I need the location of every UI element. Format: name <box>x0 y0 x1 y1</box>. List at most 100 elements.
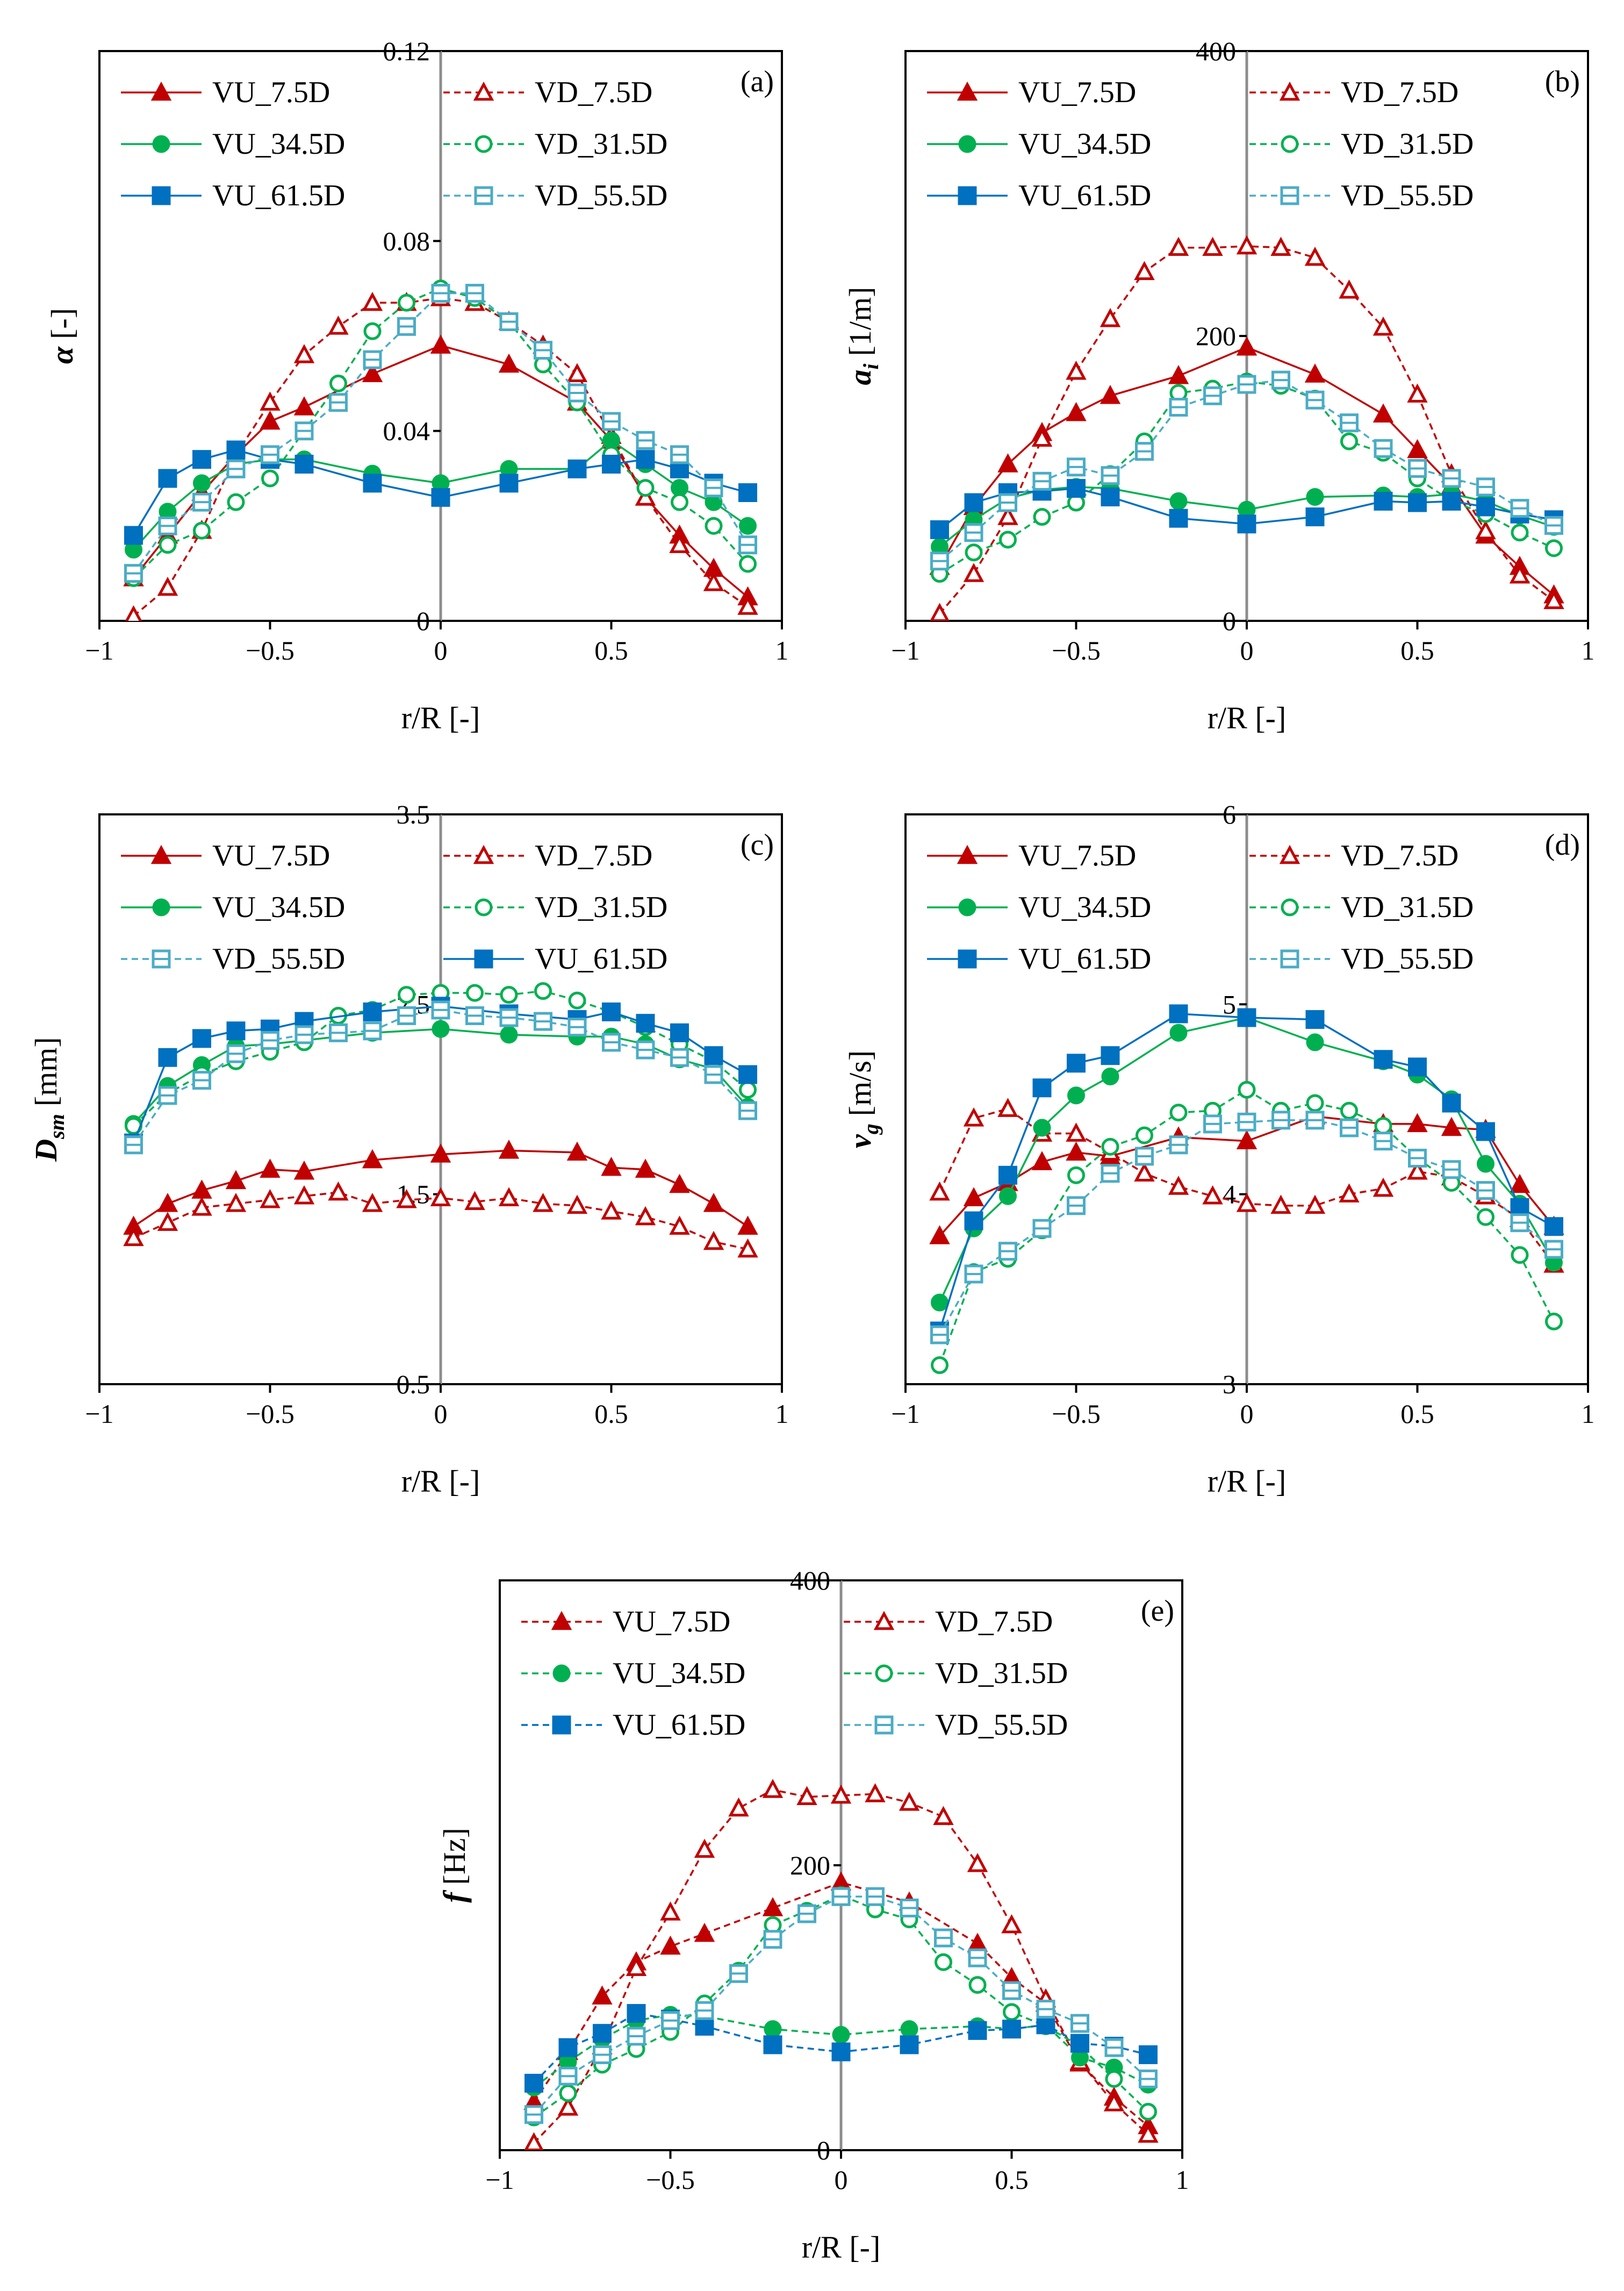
point-vd-55-5d-c-1 <box>158 1086 177 1105</box>
point-vu-34-5d-a-2 <box>193 474 211 492</box>
legend-label-vu-7-5d-c: VU_7.5D <box>212 839 330 872</box>
legend-marker-vu-34-5d-a <box>152 135 170 153</box>
series-vd-31-5d-d <box>931 1080 1563 1374</box>
point-vd-55-5d-d-13 <box>1374 1132 1393 1151</box>
point-vd-55-5d-d-16 <box>1476 1181 1495 1200</box>
point-vd-55-5d-a-18 <box>738 535 757 555</box>
point-vu-61-5d-e-11-box <box>1036 2015 1055 2035</box>
point-vd-31-5d-c-12 <box>534 982 552 1000</box>
point-vd-31-5d-a-17 <box>705 517 723 535</box>
xtick-label-a-0: −1 <box>85 635 113 665</box>
point-vu-34-5d-b-6 <box>1169 492 1188 510</box>
legend-label-vd-7-5d-d: VD_7.5D <box>1341 839 1458 872</box>
point-vd-55-5d-e-7 <box>763 1930 782 1949</box>
point-vd-55-5d-d-18 <box>1544 1240 1563 1259</box>
point-vu-7-5d-b-2 <box>997 453 1018 472</box>
legend-label-vd-55-5d-e: VD_55.5D <box>935 1708 1068 1742</box>
point-vd-31-5d-a-3 <box>227 493 245 511</box>
point-vd-31-5d-d-16 <box>1477 1208 1494 1226</box>
point-vd-31-5d-e-13 <box>968 1976 987 1994</box>
point-vd-31-5d-e-17 <box>1105 2070 1123 2088</box>
point-vd-55-5d-c-3 <box>226 1044 246 1063</box>
point-vu-61-5d-d-4-box <box>1067 1054 1086 1073</box>
point-vd-55-5d-a-13 <box>567 383 587 403</box>
point-vd-55-5d-d-3 <box>1032 1219 1052 1238</box>
point-vu-61-5d-a-5-box <box>294 455 314 474</box>
point-vu-61-5d-b-12 <box>1476 497 1495 517</box>
point-vd-7-5d-c-17 <box>703 1230 724 1250</box>
legend-label-vu-7-5d-b: VU_7.5D <box>1018 76 1136 109</box>
point-vd-7-5d-a-1 <box>157 576 178 596</box>
point-vu-61-5d-a-0-box <box>124 526 143 545</box>
point-vd-7-5d-d-11 <box>1304 1194 1326 1214</box>
point-vd-55-5d-a-6 <box>329 393 348 412</box>
legend-item-vd-55-5d-a: VD_55.5D <box>443 179 667 212</box>
point-vd-7-5d-d-0 <box>929 1181 950 1201</box>
point-vu-61-5d-e-7 <box>831 2042 851 2061</box>
legend-label-vd-55-5d-c: VD_55.5D <box>212 942 345 976</box>
point-vu-7-5d-c-8 <box>498 1140 520 1159</box>
point-vd-31-5d-d-7 <box>1169 1104 1188 1122</box>
point-vd-7-5d-c-15 <box>635 1206 656 1226</box>
ylabel-symbol-e: f <box>437 1889 472 1903</box>
point-vd-55-5d-c-8 <box>397 1006 416 1026</box>
point-vu-61-5d-c-11-box <box>636 1014 655 1033</box>
point-vd-55-5d-b-13 <box>1374 439 1393 458</box>
point-vu-61-5d-a-11 <box>636 450 655 469</box>
point-vu-61-5d-e-1 <box>558 2038 578 2057</box>
point-vd-55-5d-b-0 <box>930 552 949 571</box>
point-vd-55-5d-b-7 <box>1169 398 1188 417</box>
ytick-label-a-0: 0 <box>416 606 430 636</box>
point-vu-34-5d-d-8 <box>1306 1033 1324 1051</box>
ytick-label-d-1: 4 <box>1223 1179 1236 1209</box>
series-vd-55-5d-c <box>124 1000 757 1155</box>
xlabel-d: r/R [-] <box>1208 1464 1287 1499</box>
point-vd-55-5d-b-18 <box>1544 516 1563 535</box>
ylabel-unit-d: [m/s] <box>843 1050 878 1116</box>
point-vu-61-5d-d-11 <box>1442 1093 1461 1113</box>
point-vu-34-5d-d-4 <box>1067 1086 1085 1105</box>
point-vu-61-5d-d-7-box <box>1237 1008 1256 1027</box>
point-vd-7-5d-e-4 <box>660 1901 681 1921</box>
ylabel-unit-e: [Hz] <box>437 1828 472 1885</box>
legend-marker-vd-55-5d-c <box>152 949 171 969</box>
point-vd-31-5d-a-2 <box>193 521 211 540</box>
point-vu-7-5d-c-5 <box>293 1161 315 1180</box>
legend-marker-vu-61-5d-b <box>958 186 977 205</box>
point-vd-55-5d-d-0 <box>930 1325 949 1344</box>
point-vd-55-5d-e-10 <box>866 1887 885 1906</box>
point-vd-55-5d-a-15 <box>636 431 655 450</box>
point-vu-7-5d-b-8 <box>1304 363 1326 383</box>
point-vu-7-5d-e-2 <box>592 1985 613 2005</box>
series-vd-7-5d-c <box>123 1181 758 1258</box>
point-vd-7-5d-c-13 <box>566 1194 588 1214</box>
point-vd-55-5d-b-9 <box>1237 375 1256 394</box>
ytick-label-d-3: 6 <box>1223 799 1236 829</box>
xlabel-b: r/R [-] <box>1208 700 1287 735</box>
point-vd-7-5d-b-0 <box>930 603 950 621</box>
legend-label-vu-61-5d-d: VU_61.5D <box>1018 942 1151 976</box>
legend-marker-vu-7-5d-b <box>957 81 978 101</box>
point-vd-55-5d-c-11 <box>499 1008 519 1027</box>
point-vd-55-5d-d-12 <box>1340 1118 1359 1137</box>
point-vd-55-5d-d-6 <box>1135 1147 1154 1166</box>
xtick-label-c-1: −0.5 <box>246 1399 294 1429</box>
ytick-label-b-2: 400 <box>1196 36 1236 66</box>
legend-marker-vu-61-5d-b-box <box>958 186 977 205</box>
point-vu-7-5d-d-7 <box>1236 1130 1257 1149</box>
point-vd-55-5d-b-1 <box>964 523 983 542</box>
point-vd-7-5d-c-3 <box>225 1193 247 1212</box>
point-vu-61-5d-d-10-box <box>1408 1057 1427 1077</box>
point-vd-31-5d-e-1 <box>559 2084 577 2102</box>
point-vd-55-5d-d-1 <box>964 1264 983 1284</box>
series-vu-7-5d-c <box>123 1140 758 1235</box>
ytick-label-a-1: 0.04 <box>383 416 430 446</box>
legend-item-vd-7-5d-b: VD_7.5D <box>1249 76 1458 109</box>
point-vd-31-5d-b-18 <box>1545 539 1563 557</box>
series-vu-61-5d-d <box>930 1004 1563 1341</box>
point-vd-55-5d-a-16 <box>670 445 689 464</box>
point-vd-7-5d-a-16 <box>669 534 690 553</box>
legend-marker-vd-55-5d-d <box>1280 949 1299 969</box>
ylabel-c: Dsm [mm] <box>28 1037 69 1162</box>
series-layer-a <box>123 280 758 621</box>
